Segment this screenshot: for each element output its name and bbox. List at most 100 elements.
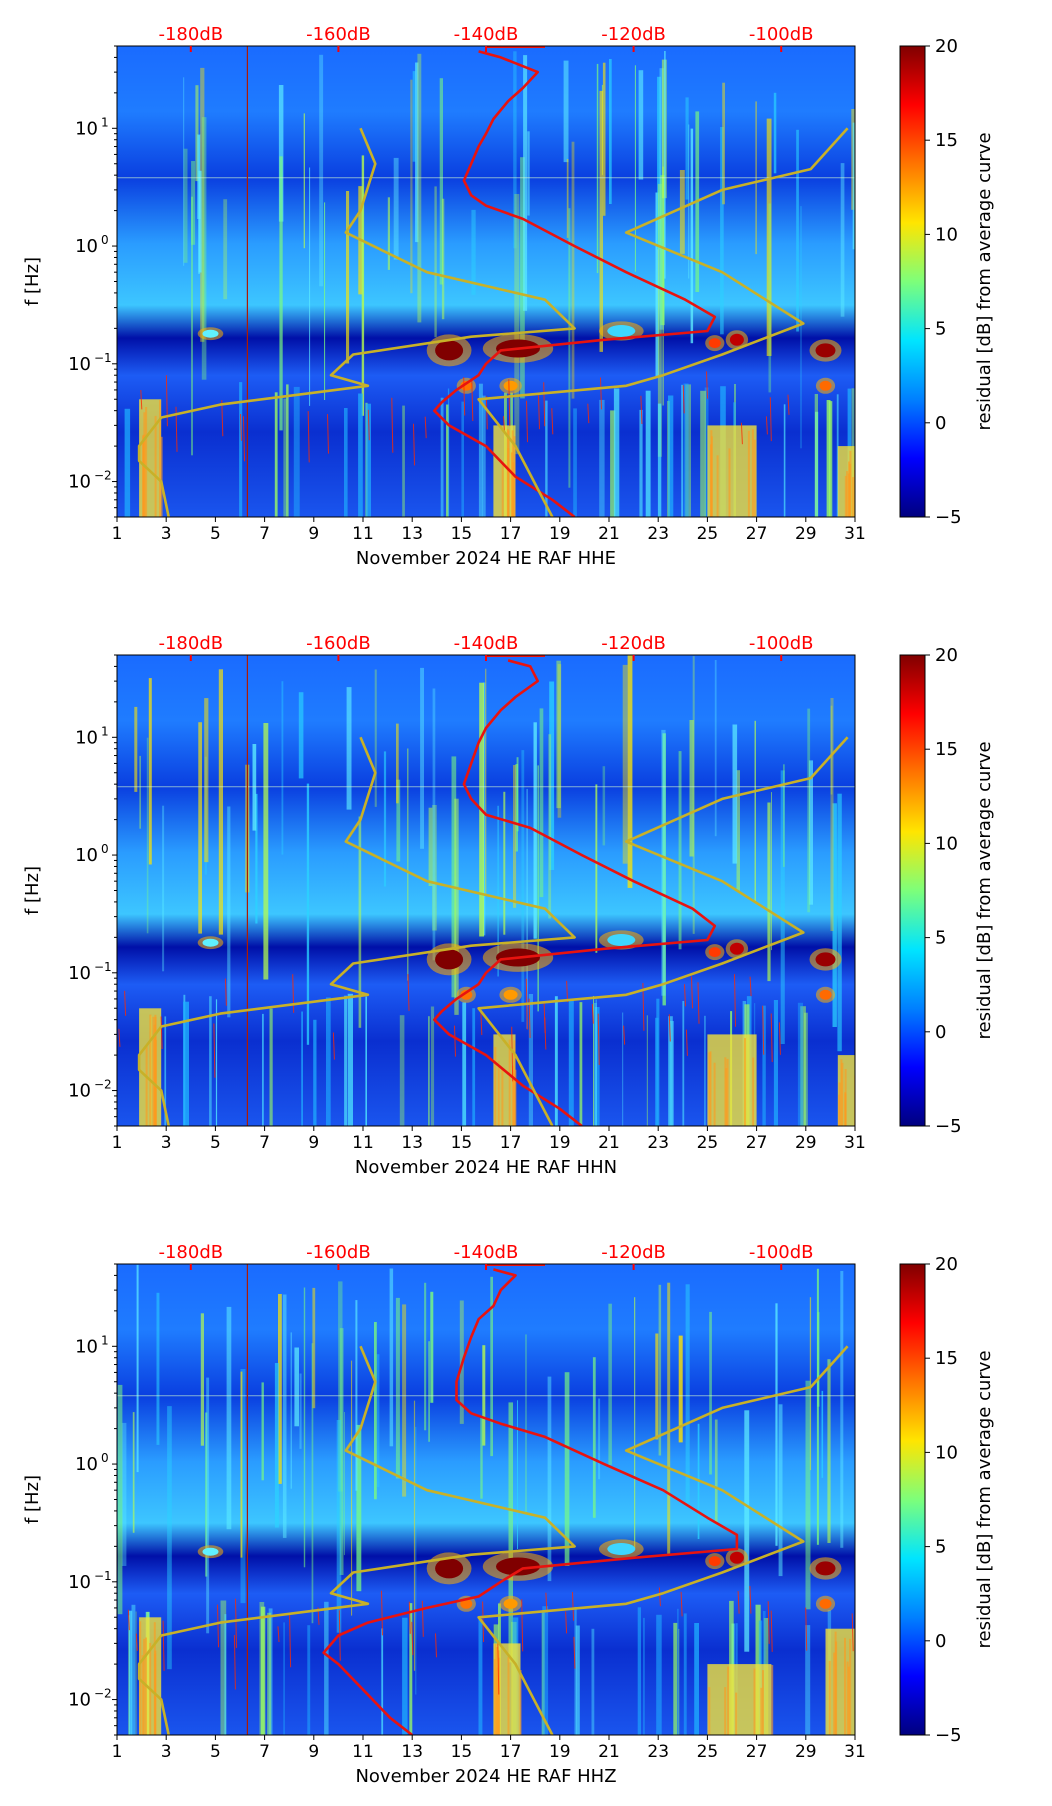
x-tick-label: 11 (352, 524, 374, 544)
top-axis-label: -100dB (749, 24, 814, 45)
microseism-blob (496, 1557, 540, 1576)
noise-model-curve (477, 736, 849, 1126)
colorbar-tick-label: 5 (935, 1537, 946, 1558)
y-tick-label: 10 1 (75, 724, 109, 748)
colorbar-tick-label: 10 (935, 224, 958, 245)
colorbar-tick-label: 10 (935, 833, 958, 854)
colorbar-tick-label: 5 (935, 928, 946, 949)
average-psd-curve (433, 50, 717, 517)
microseism-blob (729, 942, 744, 955)
x-tick-label: 25 (697, 1133, 719, 1153)
average-psd-curve (322, 1268, 739, 1735)
x-tick-label: 9 (308, 1133, 319, 1153)
colorbar-tick-label: 0 (935, 413, 946, 434)
x-tick-label: 27 (746, 524, 768, 544)
top-axis-label: -160dB (306, 24, 371, 45)
colorbar-tick-label: 10 (935, 1442, 958, 1463)
colorbar (899, 654, 926, 1127)
x-tick-label: 27 (746, 1742, 768, 1762)
x-tick-label: 9 (308, 1742, 319, 1762)
microseism-blob (435, 949, 464, 970)
x-tick-label: 29 (795, 524, 817, 544)
y-tick-label: 10 0 (75, 1451, 109, 1475)
top-axis-label: -120dB (601, 1242, 666, 1263)
microseism-blob (435, 340, 464, 361)
y-tick-label: 10 0 (75, 842, 109, 866)
microseism-blob (460, 380, 473, 391)
x-tick-label: 19 (549, 1742, 571, 1762)
colorbar-tick-label: 15 (935, 739, 958, 760)
heatmap-2 (117, 655, 855, 1126)
top-axis-label: -120dB (601, 24, 666, 45)
colorbar-tick-label: −5 (935, 1725, 962, 1746)
x-tick-label: 19 (549, 524, 571, 544)
x-tick-label: 23 (647, 1742, 669, 1762)
x-tick-label: 7 (259, 524, 270, 544)
microseism-blob (708, 947, 721, 958)
microseism-blob (202, 329, 219, 338)
colorbar-label: residual [dB] from average curve (974, 132, 995, 430)
x-tick-label: 25 (697, 524, 719, 544)
noise-model-curve (477, 1345, 849, 1735)
microseism-blob (460, 989, 473, 1000)
top-axis-label: -140dB (454, 1242, 519, 1263)
y-tick-label: 10 1 (75, 1333, 109, 1357)
x-tick-label: 15 (451, 524, 473, 544)
x-tick-label: 21 (598, 1742, 620, 1762)
x-tick-label: 15 (451, 1742, 473, 1762)
x-tick-label: 7 (259, 1133, 270, 1153)
high-residual-band (707, 1034, 757, 1126)
colorbar-tick-label: 0 (935, 1631, 946, 1652)
colorbar-label: residual [dB] from average curve (974, 1350, 995, 1648)
y-tick-label: 10 −2 (68, 1078, 112, 1102)
x-axis-label: November 2024 HE RAF HHE (356, 548, 616, 569)
y-axis-label: f [Hz] (22, 866, 43, 915)
microseism-blob (815, 1561, 836, 1576)
x-tick-label: 13 (401, 1133, 423, 1153)
x-tick-label: 21 (598, 524, 620, 544)
x-tick-label: 29 (795, 1742, 817, 1762)
microseism-blob (202, 1547, 219, 1556)
microseism-blob (460, 1598, 473, 1609)
y-axis-label: f [Hz] (22, 257, 43, 306)
x-tick-label: 17 (500, 1133, 522, 1153)
x-tick-label: 5 (210, 1742, 221, 1762)
x-axis-label: November 2024 HE RAF HHN (355, 1157, 617, 1178)
x-tick-label: 29 (795, 1133, 817, 1153)
y-tick-label: 10 1 (75, 115, 109, 139)
x-tick-label: 13 (401, 524, 423, 544)
x-tick-label: 1 (112, 1742, 123, 1762)
microseism-blob (815, 343, 836, 358)
colorbar-tick-label: 15 (935, 130, 958, 151)
microseism-blob (435, 1558, 464, 1579)
x-tick-label: 21 (598, 1133, 620, 1153)
microseism-blob (503, 1598, 518, 1609)
microseism-blob (607, 934, 636, 946)
x-tick-label: 5 (210, 1133, 221, 1153)
x-tick-label: 17 (500, 524, 522, 544)
colorbar-tick-label: −5 (935, 507, 962, 528)
noise-model-curve (137, 1345, 576, 1735)
microseism-blob (708, 338, 721, 349)
y-tick-label: 10 −1 (68, 1569, 112, 1593)
colorbar-tick-label: 5 (935, 319, 946, 340)
microseism-blob (708, 1556, 721, 1567)
y-tick-label: 10 0 (75, 233, 109, 257)
x-tick-label: 5 (210, 524, 221, 544)
x-tick-label: 1 (112, 524, 123, 544)
top-axis-label: -160dB (306, 633, 371, 654)
microseism-blob (819, 380, 832, 391)
colorbar (899, 45, 926, 518)
x-tick-label: 23 (647, 524, 669, 544)
microseism-blob (729, 333, 744, 346)
x-tick-label: 23 (647, 1133, 669, 1153)
noise-model-curve (477, 127, 849, 517)
x-tick-label: 3 (161, 1742, 172, 1762)
top-axis-label: -120dB (601, 633, 666, 654)
x-tick-label: 11 (352, 1133, 374, 1153)
y-tick-label: 10 −1 (68, 960, 112, 984)
